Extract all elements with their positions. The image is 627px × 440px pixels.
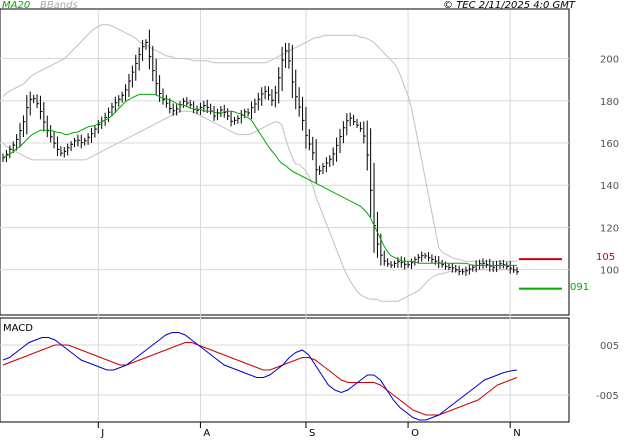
macd-title: MACD bbox=[3, 323, 33, 334]
price-panel-frame bbox=[0, 8, 570, 316]
x-tick-label: O bbox=[411, 428, 419, 439]
ma20-polyline bbox=[2, 93, 517, 266]
macd-tick-label: 005 bbox=[600, 341, 619, 352]
x-tick-label: N bbox=[513, 428, 520, 439]
resistance-label: 105 bbox=[596, 252, 615, 263]
axis-ticks: 100 120 140 160 180 200 005 -005 J A S O N bbox=[97, 55, 619, 439]
support-label: 091 bbox=[570, 282, 589, 293]
lower-band-line bbox=[2, 110, 517, 302]
x-tick-label: J bbox=[100, 428, 104, 439]
signal-line bbox=[2, 342, 518, 416]
price-bars bbox=[2, 29, 519, 276]
macd-line bbox=[2, 332, 518, 421]
price-tick-label: 120 bbox=[600, 223, 619, 234]
bollinger-bands bbox=[2, 24, 517, 302]
legend-bbands: BBands bbox=[40, 0, 78, 11]
price-tick-label: 140 bbox=[600, 181, 619, 192]
macd-lines bbox=[2, 332, 518, 421]
ma20-line bbox=[2, 93, 517, 266]
x-tick-label: S bbox=[309, 428, 315, 439]
price-tick-label: 200 bbox=[600, 55, 619, 66]
level-lines bbox=[519, 258, 562, 290]
price-tick-label: 180 bbox=[600, 97, 619, 108]
upper-band-line bbox=[2, 24, 517, 262]
price-tick-label: 160 bbox=[600, 139, 619, 150]
macd-tick-label: -005 bbox=[596, 391, 619, 402]
legend-ma20: MA20 bbox=[2, 0, 30, 11]
x-tick-label: A bbox=[203, 428, 210, 439]
copyright-text: © TEC 2/11/2025 4:0 GMT bbox=[443, 0, 576, 11]
grid-lines bbox=[0, 10, 569, 421]
price-tick-label: 100 bbox=[600, 266, 619, 277]
macd-panel-frame bbox=[0, 317, 570, 423]
